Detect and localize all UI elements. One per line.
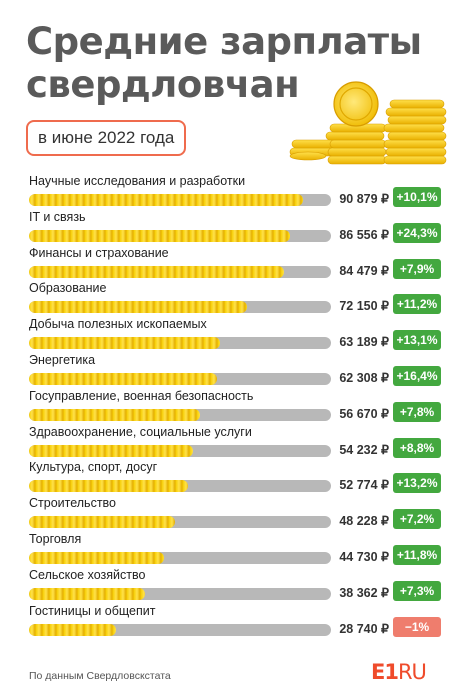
chart-row: IT и связь 86 556 ₽ +24,3% [29,210,441,246]
value-label: 72 150 ₽ [339,299,389,314]
category-label: Культура, спорт, досуг [29,460,158,475]
change-badge: −1% [393,616,441,637]
value-label: 54 232 ₽ [339,442,389,457]
salary-chart: Научные исследования и разработки 90 879 … [29,174,441,639]
bar-track [29,194,331,206]
change-badge: +13,1% [393,330,441,351]
chart-row: Финансы и страхование 84 479 ₽ +7,9% [29,246,441,282]
value-label: 62 308 ₽ [339,370,389,385]
change-badge: +24,3% [393,222,441,243]
change-badge: +7,3% [393,580,441,601]
change-badge: +8,8% [393,437,441,458]
bar [29,301,247,314]
value-label: 52 774 ₽ [339,478,389,493]
bar [29,551,164,564]
bar [29,587,145,600]
value-label: 90 879 ₽ [339,192,389,206]
category-label: Энергетика [29,352,96,367]
category-label: Гостиницы и общепит [29,603,156,618]
coins-illustration [289,81,447,165]
bar-track [29,372,331,385]
chart-row: Культура, спорт, досуг 52 774 ₽ +13,2% [29,460,441,496]
bar-track [29,516,331,529]
e1-logo: E1RU [371,660,427,684]
value-label: 28 740 ₽ [339,621,389,636]
category-label: Добыча полезных ископаемых [29,317,207,332]
category-label: Госуправление, военная безопасность [29,388,254,403]
category-label: Научные исследования и разработки [29,174,246,188]
bar-track [29,587,331,600]
change-badge: +13,2% [393,473,441,494]
bar-track [29,229,331,242]
chart-row: Энергетика 62 308 ₽ +16,4% [29,353,441,389]
logo-main: E1 [371,660,399,684]
bar-track [29,623,331,636]
change-badge: +16,4% [393,365,441,386]
category-label: Сельское хозяйство [29,567,146,582]
chart-row: Образование 72 150 ₽ +11,2% [29,281,441,317]
change-badge: +10,1% [393,187,441,207]
change-badge: +7,2% [393,509,441,530]
bar-track [29,337,331,350]
source-note: По данным Свердловскстата [29,670,171,682]
chart-row: Сельское хозяйство 38 362 ₽ +7,3% [29,568,441,604]
bar [29,480,188,493]
page-title: Средние зарплаты свердловчан [26,20,422,106]
chart-row: Госуправление, военная безопасность 56 67… [29,389,441,425]
value-label: 56 670 ₽ [339,406,389,421]
bar-track [29,408,331,421]
value-label: 86 556 ₽ [339,227,389,242]
bar-track [29,301,331,314]
category-label: Здравоохранение, социальные услуги [29,424,252,439]
bar [29,194,303,206]
bar [29,516,175,529]
chart-row: Добыча полезных ископаемых 63 189 ₽ +13,1% [29,317,441,353]
change-badge: +11,8% [393,544,441,565]
category-label: IT и связь [29,209,86,224]
chart-row: Здравоохранение, социальные услуги 54 232… [29,425,441,461]
bar-track [29,480,331,493]
value-label: 48 228 ₽ [339,514,389,529]
category-label: Строительство [29,496,116,511]
change-badge: +7,9% [393,258,441,279]
bar [29,444,193,457]
change-badge: +11,2% [393,294,441,315]
bar [29,265,284,278]
chart-row: Научные исследования и разработки 90 879 … [29,174,441,210]
bar [29,372,217,385]
chart-row: Гостиницы и общепит 28 740 ₽ −1% [29,604,441,640]
bar [29,229,290,242]
chart-row: Торговля 44 730 ₽ +11,8% [29,532,441,568]
bar-track [29,444,331,457]
value-label: 44 730 ₽ [339,549,389,564]
change-badge: +7,8% [393,401,441,422]
bar [29,623,116,636]
category-label: Торговля [29,531,82,546]
category-label: Финансы и страхование [29,245,169,260]
period-label: в июне 2022 года [26,120,187,156]
title-line-1: Средние зарплаты [26,20,422,63]
title-line-2: свердловчан [26,63,300,106]
category-label: Образование [29,281,107,296]
bar [29,408,200,421]
logo-suffix: RU [397,660,427,684]
value-label: 84 479 ₽ [339,263,389,278]
bar [29,337,220,350]
bar-track [29,551,331,564]
chart-row: Строительство 48 228 ₽ +7,2% [29,496,441,532]
value-label: 38 362 ₽ [339,585,389,600]
bar-track [29,265,331,278]
value-label: 63 189 ₽ [339,335,389,350]
